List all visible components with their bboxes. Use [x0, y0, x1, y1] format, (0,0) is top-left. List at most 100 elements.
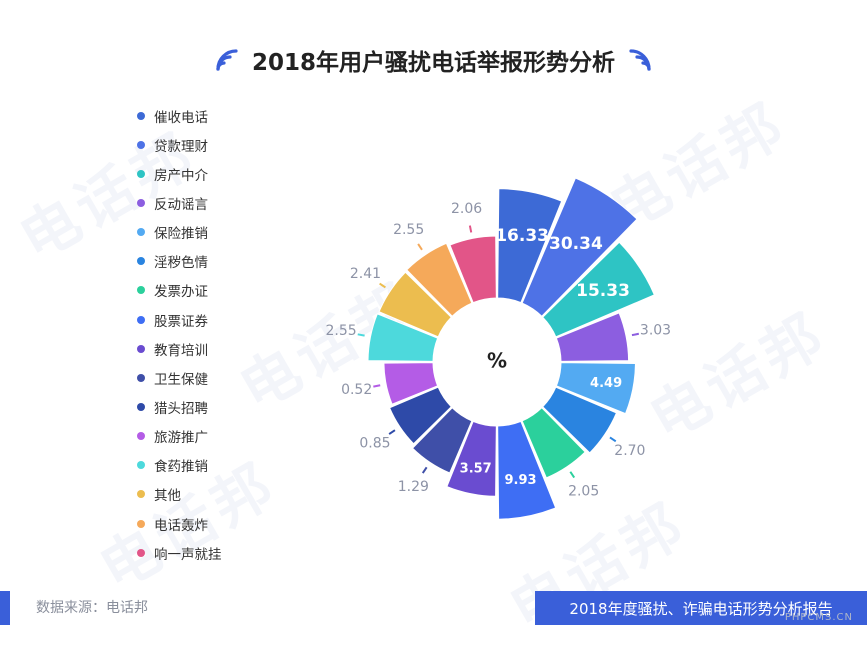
slice-value-label: 15.33 — [576, 281, 630, 301]
legend-item[interactable]: 电话轰炸 — [137, 509, 277, 538]
slice-label-tick — [569, 471, 576, 479]
rose-slice[interactable] — [446, 420, 497, 497]
legend-item[interactable]: 反动谣言 — [137, 188, 277, 217]
legend-swatch — [137, 373, 145, 382]
slice-value-label: 9.93 — [504, 473, 536, 488]
legend-label: 保险推销 — [154, 226, 208, 243]
slice-value-label: 3.03 — [640, 322, 671, 338]
legend-item[interactable]: 教育培训 — [137, 334, 277, 363]
legend-label: 食药推销 — [154, 459, 208, 476]
slice-value-label: 0.52 — [341, 382, 372, 398]
slice-value-label: 30.34 — [549, 234, 603, 254]
legend-swatch — [137, 519, 145, 528]
legend-label: 催收电话 — [154, 109, 208, 126]
legend-swatch — [137, 344, 145, 353]
legend-label: 反动谣言 — [154, 196, 208, 213]
slice-value-label: 1.29 — [398, 479, 429, 495]
rose-slice[interactable] — [497, 188, 563, 304]
legend-item[interactable]: 贷款理财 — [137, 130, 277, 159]
site-mark: PHPCMS.CN — [784, 612, 853, 623]
rose-slice[interactable] — [383, 362, 439, 405]
slice-label-tick — [609, 436, 617, 443]
legend-swatch — [137, 198, 145, 207]
legend-label: 发票办证 — [154, 284, 208, 301]
legend-label: 淫秽色情 — [154, 255, 208, 272]
rose-slice[interactable] — [521, 407, 586, 479]
slice-value-label: 0.85 — [359, 436, 390, 452]
rose-slice[interactable] — [406, 242, 473, 317]
legend-item[interactable]: 淫秽色情 — [137, 247, 277, 276]
rose-slice[interactable] — [555, 312, 630, 362]
footer-accent — [0, 591, 10, 625]
legend-swatch — [137, 490, 145, 499]
slice-label-tick — [357, 333, 365, 337]
slice-label-tick — [388, 429, 396, 435]
slice-label-tick — [379, 282, 386, 289]
legend-swatch — [137, 402, 145, 411]
rose-slice[interactable] — [542, 241, 656, 338]
slice-value-label: 2.70 — [614, 443, 645, 459]
center-hole — [435, 300, 559, 424]
legend-label: 响一声就挂 — [154, 546, 222, 563]
legend-label: 房产中介 — [154, 167, 208, 184]
rose-slice[interactable] — [542, 386, 618, 454]
legend-item[interactable]: 猎头招聘 — [137, 392, 277, 421]
chart-legend: 催收电话贷款理财房产中介反动谣言保险推销淫秽色情发票办证股票证券教育培训卫生保健… — [137, 101, 277, 567]
chart-title-bar: 2018年用户骚扰电话举报形势分析 — [0, 38, 867, 82]
legend-swatch — [137, 140, 145, 149]
center-unit-label: % — [487, 349, 507, 373]
legend-item[interactable]: 旅游推广 — [137, 422, 277, 451]
slice-value-label: 2.55 — [325, 323, 356, 339]
legend-label: 卫生保健 — [154, 371, 208, 388]
legend-swatch — [137, 315, 145, 324]
rose-slice[interactable] — [555, 362, 636, 415]
rose-slice[interactable] — [378, 271, 452, 338]
slice-value-label: 2.55 — [393, 222, 424, 238]
legend-item[interactable]: 发票办证 — [137, 276, 277, 305]
legend-swatch — [137, 169, 145, 178]
legend-swatch — [137, 286, 145, 295]
data-source: 数据来源：电话邦 — [36, 600, 148, 616]
legend-item[interactable]: 保险推销 — [137, 218, 277, 247]
rose-slice[interactable] — [367, 313, 439, 362]
legend-item[interactable]: 卫生保健 — [137, 363, 277, 392]
slice-label-tick — [631, 332, 640, 337]
legend-item[interactable]: 催收电话 — [137, 101, 277, 130]
legend-label: 股票证券 — [154, 313, 208, 330]
rose-slice[interactable] — [411, 407, 473, 474]
slice-label-tick — [421, 466, 428, 474]
rose-slice[interactable] — [388, 386, 452, 445]
legend-swatch — [137, 228, 145, 237]
chart-title: 2018年用户骚扰电话举报形势分析 — [251, 50, 615, 76]
slice-value-label: 3.57 — [460, 462, 492, 477]
report-banner: 2018年度骚扰、诈骗电话形势分析报告 — [535, 591, 867, 625]
legend-item[interactable]: 食药推销 — [137, 451, 277, 480]
legend-label: 教育培训 — [154, 342, 208, 359]
slice-label-tick — [373, 384, 381, 388]
rose-slice[interactable] — [449, 235, 497, 304]
slice-label-tick — [468, 225, 473, 233]
legend-swatch — [137, 111, 145, 120]
slice-value-label: 2.41 — [350, 266, 381, 282]
legend-swatch — [137, 461, 145, 470]
legend-swatch — [137, 257, 145, 266]
rose-slice[interactable] — [521, 177, 638, 317]
signal-left-icon — [216, 49, 238, 71]
slice-value-label: 2.06 — [451, 201, 482, 217]
legend-label: 电话轰炸 — [154, 517, 208, 534]
legend-item[interactable]: 其他 — [137, 480, 277, 509]
rose-slice[interactable] — [497, 420, 557, 520]
slice-value-label: 2.05 — [568, 484, 599, 500]
legend-swatch — [137, 548, 145, 557]
legend-item[interactable]: 股票证券 — [137, 305, 277, 334]
legend-label: 旅游推广 — [154, 430, 208, 447]
legend-item[interactable]: 响一声就挂 — [137, 538, 277, 567]
signal-right-icon — [629, 49, 651, 71]
slice-value-label: 4.49 — [590, 376, 622, 391]
legend-swatch — [137, 432, 145, 441]
legend-item[interactable]: 房产中介 — [137, 159, 277, 188]
legend-label: 其他 — [154, 488, 181, 505]
legend-label: 猎头招聘 — [154, 400, 208, 417]
slice-value-label: 16.33 — [495, 226, 549, 246]
